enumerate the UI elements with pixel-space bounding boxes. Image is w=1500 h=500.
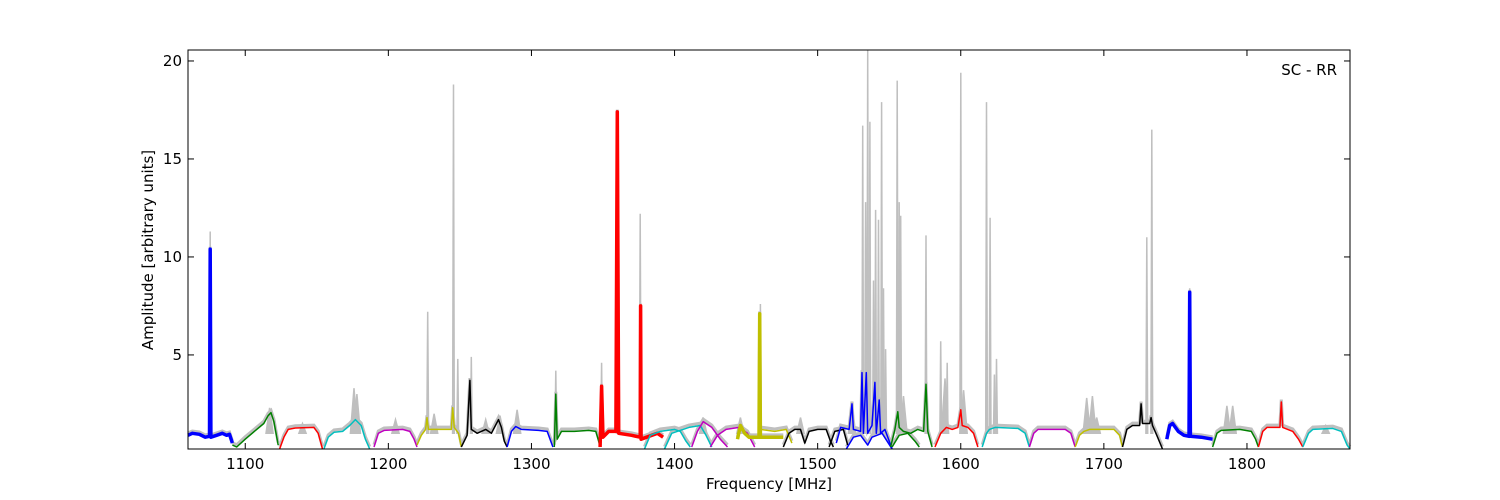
series-line-1 [232, 411, 279, 448]
background-peak [456, 358, 460, 435]
series-line-5 [416, 407, 463, 448]
x-tick-label: 1500 [799, 455, 837, 473]
series-line-24 [1028, 428, 1076, 448]
series-line-2 [278, 426, 324, 450]
background-peak [429, 413, 439, 435]
background-trace-2 [278, 423, 324, 448]
background-trace-7 [505, 422, 555, 446]
background-peak [899, 396, 908, 435]
background-trace-8 [552, 391, 602, 446]
background-peak [876, 219, 881, 435]
background-peak [1228, 405, 1238, 435]
background-peak [988, 217, 992, 435]
background-peak [881, 288, 886, 435]
y-tick-label: 15 [163, 150, 182, 168]
x-tick-label: 1100 [226, 455, 264, 473]
background-peak [1150, 129, 1154, 435]
x-axis-label: Frequency [MHz] [706, 475, 832, 493]
series-line-11 [663, 424, 713, 450]
background-trace-28 [1211, 425, 1260, 446]
background-trace-4 [372, 425, 419, 446]
series-line-28 [1211, 428, 1260, 448]
background-peak [992, 374, 996, 435]
series-line-21 [891, 432, 920, 448]
series-line-3 [323, 418, 371, 450]
background-peak [866, 49, 870, 435]
series-line-18 [835, 371, 893, 450]
x-tick-label: 1600 [942, 455, 980, 473]
background-trace-27 [1165, 289, 1213, 439]
series-line-20 [889, 383, 933, 448]
series-line-19 [845, 432, 893, 450]
background-peak [959, 72, 963, 435]
background-trace-16 [781, 425, 835, 446]
series-line-10 [643, 428, 691, 450]
series-line-9 [598, 110, 665, 448]
series-line-22 [934, 409, 979, 448]
axis-ticks: 1100 1200 1300 1400 1500 1600 1700 1800 5 10 15 20 [163, 50, 1350, 473]
background-peak [899, 215, 903, 435]
background-peak [390, 416, 401, 435]
y-tick-label: 20 [163, 52, 182, 70]
background-spectrum [187, 49, 1352, 448]
background-peak [1222, 405, 1232, 435]
series-line-15 [760, 428, 793, 444]
background-peak [1082, 397, 1092, 435]
background-trace-10 [643, 425, 692, 448]
y-tick-label: 5 [172, 346, 182, 364]
series-layer [187, 110, 1351, 450]
background-peak [868, 121, 872, 435]
background-peak [884, 349, 888, 435]
series-line-27 [1165, 290, 1213, 441]
x-tick-label: 1200 [369, 455, 407, 473]
plot-frame [187, 49, 1351, 450]
series-line-12 [690, 420, 729, 448]
x-tick-label: 1400 [655, 455, 693, 473]
background-trace-29 [1256, 399, 1305, 446]
background-peak [265, 407, 274, 435]
background-peak [1145, 237, 1149, 435]
series-line-16 [782, 428, 835, 448]
series-line-14 [735, 312, 784, 440]
background-peak [984, 102, 989, 435]
series-line-8 [553, 393, 601, 448]
background-peak [512, 409, 522, 435]
background-trace-30 [1301, 424, 1352, 448]
background-trace-11 [663, 421, 714, 448]
y-tick-label: 10 [163, 248, 182, 266]
series-line-29 [1257, 401, 1304, 448]
series-line-7 [506, 425, 554, 448]
series-line-26 [1121, 403, 1164, 450]
series-line-6 [460, 379, 508, 448]
background-peak [451, 84, 456, 435]
series-line-23 [981, 426, 1031, 448]
x-tick-label: 1800 [1228, 455, 1266, 473]
series-line-0 [187, 247, 235, 444]
background-trace-9 [598, 109, 664, 445]
background-peak [945, 362, 949, 435]
y-axis-label: Amplitude [arbitrary units] [139, 150, 157, 350]
series-line-25 [1074, 428, 1124, 448]
background-trace-21 [890, 429, 921, 446]
background-peak [426, 311, 430, 435]
background-trace-12 [690, 417, 729, 446]
annotation-label: SC - RR [1281, 61, 1337, 79]
background-peak [994, 358, 999, 435]
background-peak [895, 80, 899, 435]
series-line-4 [373, 428, 418, 448]
x-tick-label: 1700 [1085, 455, 1123, 473]
background-peak [939, 341, 943, 435]
x-tick-label: 1300 [512, 455, 550, 473]
series-line-30 [1302, 427, 1351, 450]
